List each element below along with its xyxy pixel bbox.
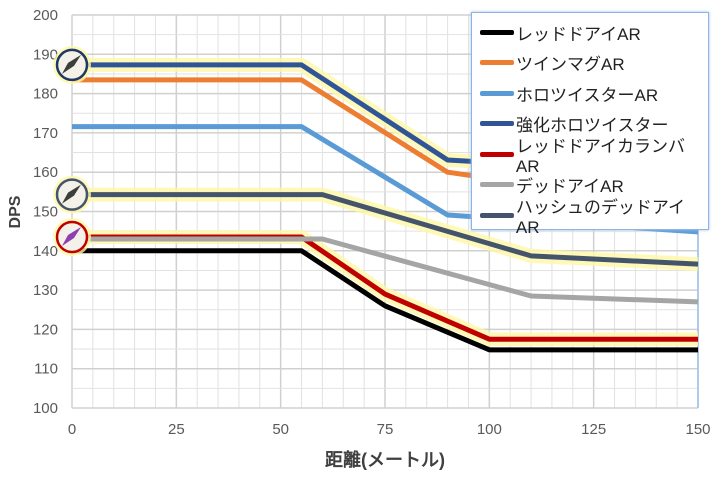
y-tick-label: 100 [33, 400, 58, 417]
y-tick-label: 200 [33, 7, 58, 24]
legend-label: ホロツイスターAR [516, 85, 659, 105]
y-tick-label: 180 [33, 86, 58, 103]
legend-swatch [480, 121, 514, 127]
legend-label: レッドドアイAR [516, 24, 641, 44]
y-tick-label: 150 [33, 204, 58, 221]
x-tick-label: 25 [168, 421, 185, 438]
legend-swatch [480, 60, 514, 66]
y-tick-label: 190 [33, 46, 58, 63]
legend-item: ツインマグAR [480, 48, 708, 79]
weapon-icon [62, 54, 81, 74]
legend-swatch [480, 90, 514, 96]
series-line [72, 192, 699, 267]
y-tick-label: 110 [34, 361, 58, 378]
series-line [72, 236, 699, 305]
y-tick-label: 160 [33, 164, 58, 181]
y-axis-label: DPS [7, 195, 24, 228]
legend-item: ホロツイスターAR [480, 78, 708, 109]
x-tick-label: 150 [685, 421, 710, 438]
y-tick-label: 130 [33, 282, 58, 299]
x-tick-label: 50 [272, 421, 289, 438]
x-tick-label: 75 [377, 421, 394, 438]
legend-swatch [480, 29, 514, 35]
series-line [72, 248, 698, 353]
x-axis-label: 距離(メートル) [325, 449, 445, 470]
y-tick-label: 170 [33, 125, 58, 142]
legend-label: デッドアイAR [516, 177, 624, 197]
x-tick-label: 100 [477, 421, 502, 438]
legend: レッドドアイAR ツインマグAR ホロツイスターAR 強化ホロツイスター レッドドアイカ… [471, 12, 709, 237]
legend-item: 強化ホロツイスター [480, 109, 708, 140]
legend-item: デッドアイAR [480, 170, 708, 201]
legend-item: ハッシュのデッドアイAR [480, 198, 708, 237]
weapon-icon [62, 227, 81, 247]
legend-label: レッドドアイカランバAR [515, 136, 686, 176]
legend-item: レッドドアイAR [480, 17, 708, 48]
legend-item: レッドドアイカランバAR [480, 137, 708, 176]
x-tick-label: 125 [581, 421, 606, 438]
legend-label: 強化ホロツイスター [516, 116, 669, 136]
weapon-icon [62, 184, 81, 204]
y-tick-label: 140 [33, 243, 58, 260]
legend-label: ツインマグAR [516, 55, 625, 75]
legend-swatch [480, 212, 514, 218]
legend-label: ハッシュのデッドアイAR [515, 197, 686, 237]
x-tick-label: 0 [68, 421, 76, 438]
legend-swatch [480, 151, 514, 157]
y-tick-label: 120 [33, 321, 58, 338]
legend-swatch [480, 182, 514, 188]
